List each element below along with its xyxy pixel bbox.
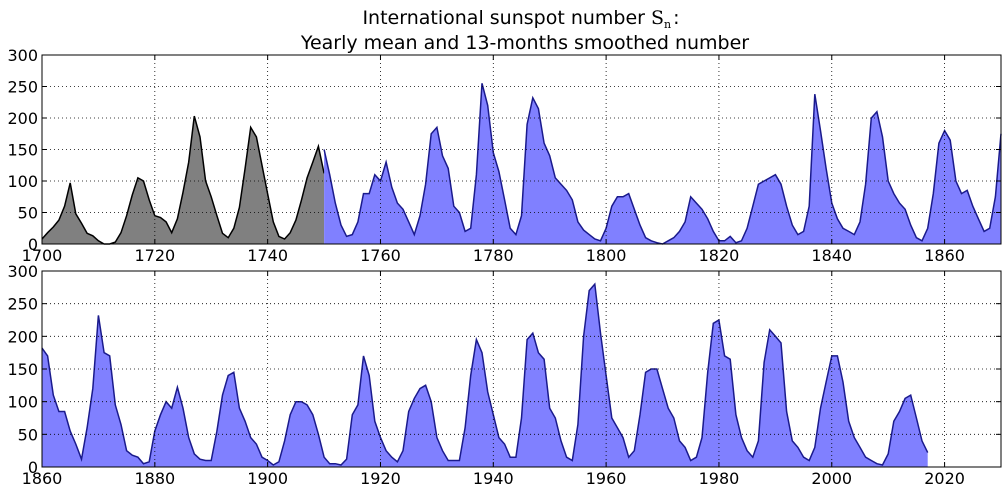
x-tick-label: 1900 xyxy=(247,469,288,488)
chart-title: International sunspot number Sn: xyxy=(362,7,679,31)
series-line-1-0 xyxy=(41,282,929,466)
x-tick-label: 1920 xyxy=(360,469,401,488)
y-tick-label: 150 xyxy=(7,141,38,160)
series-line-0-0 xyxy=(41,115,325,245)
chart-title-colon: : xyxy=(673,7,679,29)
chart-title-symbol: S xyxy=(651,7,664,29)
y-tick-label: 50 xyxy=(18,425,38,444)
y-tick-label: 100 xyxy=(7,172,38,191)
x-tick-label: 1860 xyxy=(22,469,63,488)
x-tick-label: 1700 xyxy=(22,246,63,265)
y-tick-label: 0 xyxy=(28,235,38,254)
x-tick-label: 1880 xyxy=(134,469,175,488)
bottom-panel: 1860 1880 1900 1920 1940 1960 1980 2000 2020 0 50 1… xyxy=(7,262,1002,488)
y-tick-label: 0 xyxy=(28,458,38,477)
y-tick-label: 250 xyxy=(7,295,38,314)
y-tick-label: 300 xyxy=(7,46,38,65)
x-tick-label: 1780 xyxy=(473,246,514,265)
x-tick-label: 1740 xyxy=(247,246,288,265)
x-tick-label: 1840 xyxy=(811,246,852,265)
y-tick-label: 200 xyxy=(7,327,38,346)
y-tick-label: 150 xyxy=(7,360,38,379)
chart-title-prefix: International sunspot number xyxy=(362,7,651,29)
x-tick-label: 1860 xyxy=(924,246,965,265)
series-area-0-0 xyxy=(42,116,325,244)
x-tick-label: 1720 xyxy=(134,246,175,265)
y-tick-label: 300 xyxy=(7,262,38,281)
x-tick-label: 1820 xyxy=(699,246,740,265)
top-panel: 1700 1720 1740 1760 1780 1800 1820 1840 1860 0 50 1… xyxy=(7,46,1002,265)
x-tick-label: 1940 xyxy=(473,469,514,488)
x-tick-label: 1960 xyxy=(586,469,627,488)
series-area-0-1 xyxy=(324,83,1002,244)
x-tick-label: 2000 xyxy=(811,469,852,488)
y-tick-label: 100 xyxy=(7,393,38,412)
y-tick-label: 200 xyxy=(7,109,38,128)
chart-title-subscript: n xyxy=(664,18,671,31)
x-tick-label: 1760 xyxy=(360,246,401,265)
y-tick-label: 250 xyxy=(7,78,38,97)
x-tick-label: 1980 xyxy=(699,469,740,488)
y-tick-label: 50 xyxy=(18,204,38,223)
x-tick-label: 2020 xyxy=(924,469,965,488)
x-tick-label: 1800 xyxy=(586,246,627,265)
chart-subtitle: Yearly mean and 13-months smoothed numbe… xyxy=(300,32,749,54)
